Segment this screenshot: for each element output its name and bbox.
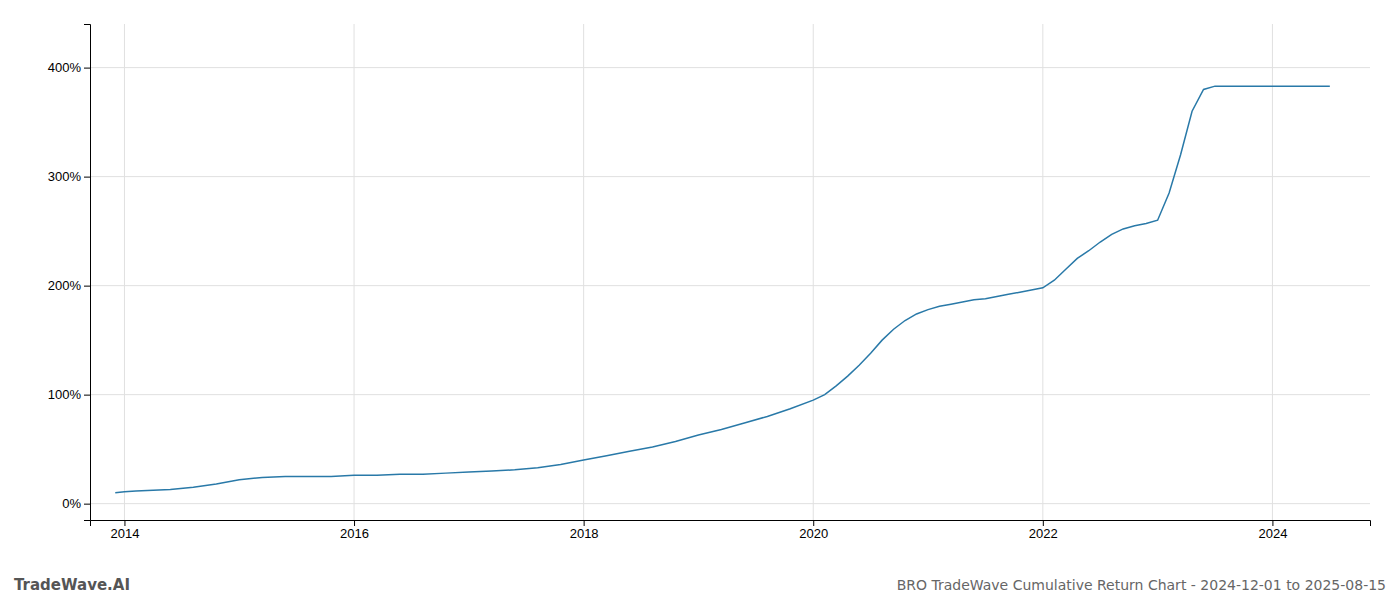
axis-line (84, 25, 91, 521)
tick-label: 2022 (1029, 526, 1058, 541)
tick-label: 2016 (340, 526, 369, 541)
grid-line (90, 176, 1370, 177)
grid-line (124, 24, 125, 520)
grid-line (354, 24, 355, 520)
tick-mark (84, 395, 90, 396)
grid-line (90, 503, 1370, 504)
tick-label: 2014 (110, 526, 139, 541)
y-tick: 300% (48, 169, 90, 184)
tick-label: 200% (48, 278, 82, 293)
x-tick: 2018 (570, 520, 599, 541)
chart: 2014 2016 2018 2020 2022 2024 0% 100% 200% 300% 40… (0, 0, 1400, 600)
grid-line (813, 24, 814, 520)
grid-line (583, 24, 584, 520)
marks (115, 86, 1330, 493)
y-tick: 400% (48, 60, 90, 75)
grid (90, 24, 1370, 520)
tick-label: 2020 (799, 526, 828, 541)
tick-label: 400% (48, 60, 82, 75)
tick-mark (84, 68, 90, 69)
tick-mark (1043, 520, 1044, 526)
grid-line (90, 285, 1370, 286)
tick-mark (84, 504, 90, 505)
tick-label: 300% (48, 169, 82, 184)
tick-mark (124, 520, 125, 526)
tick-label: 0% (62, 496, 81, 511)
grid-line (90, 67, 1370, 68)
tick-mark (813, 520, 814, 526)
tick-mark (584, 520, 585, 526)
tick-label: 2024 (1258, 526, 1287, 541)
tick-mark (354, 520, 355, 526)
x-tick: 2024 (1258, 520, 1287, 541)
watermark: TradeWave.AI (14, 576, 130, 594)
title: BRO TradeWave Cumulative Return Chart - … (897, 577, 1386, 593)
tick-mark (1272, 520, 1273, 526)
grid-line (1042, 24, 1043, 520)
line (115, 86, 1330, 493)
y-tick: 100% (48, 387, 90, 402)
y-axis: 0% 100% 200% 300% 400% (48, 25, 91, 521)
axis-line (91, 521, 1371, 527)
grid-line (90, 394, 1370, 395)
x-tick: 2014 (110, 520, 139, 541)
y-tick: 0% (62, 496, 90, 511)
x-tick: 2016 (340, 520, 369, 541)
tick-label: 100% (48, 387, 82, 402)
grid-line (1272, 24, 1273, 520)
x-tick: 2022 (1029, 520, 1058, 541)
x-axis: 2014 2016 2018 2020 2022 2024 (91, 520, 1371, 541)
y-tick: 200% (48, 278, 90, 293)
tick-label: 2018 (570, 526, 599, 541)
tick-mark (84, 177, 90, 178)
x-tick: 2020 (799, 520, 828, 541)
tick-mark (84, 286, 90, 287)
plot-area: 2014 2016 2018 2020 2022 2024 0% 100% 200% 300% 40… (48, 24, 1371, 541)
